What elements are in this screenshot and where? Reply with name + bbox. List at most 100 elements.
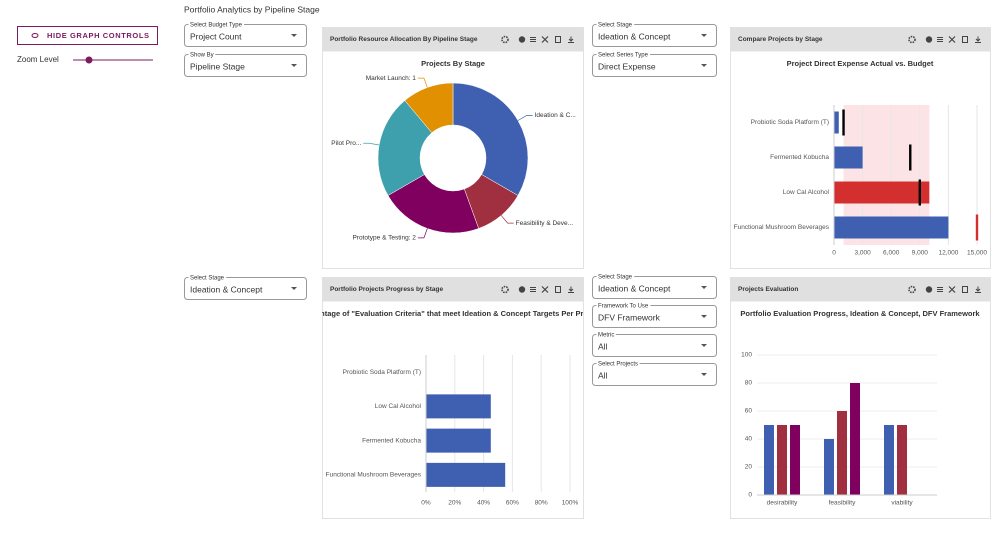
leader-line [517,115,533,121]
select-value: All [598,341,608,351]
label-gap [596,362,640,365]
leader-line [417,228,428,239]
select-value: All [598,370,608,380]
zoom-label: Zoom Level [17,55,59,64]
dropdown-caret [701,373,707,376]
select-label: Framework To Use [598,304,649,310]
help-icon[interactable] [925,286,933,293]
panel-title: Portfolio Projects Progress by Stage [330,286,443,293]
slice-label: Pilot Pro... [331,140,361,147]
select-box[interactable] [592,24,717,47]
panel-header [730,277,991,302]
filter-icon[interactable] [530,287,536,292]
bar [824,439,834,495]
select-box[interactable] [184,24,307,47]
label-gap [596,333,616,336]
select-box[interactable] [184,277,307,300]
y-tick-label: 0 [748,492,752,499]
pie-slice [452,82,529,196]
x-tick-label: 0 [832,250,836,257]
dropdown-caret [701,286,707,289]
label-gap [596,304,651,307]
dropdown-caret [291,287,297,290]
filter-icon[interactable] [937,37,943,42]
pie-slice [404,82,454,134]
expand-icon[interactable] [541,286,549,293]
panel-title: Portfolio Resource Allocation By Pipelin… [330,36,478,43]
expand-icon[interactable] [948,286,956,293]
dropdown-caret [701,64,707,67]
settings-icon[interactable] [908,35,916,44]
select-label: Select Budget Type [190,23,243,29]
y-tick-label: Fermented Kobucha [770,154,829,161]
copy-icon[interactable] [962,286,968,293]
download-icon[interactable] [568,286,574,293]
help-icon[interactable] [518,286,526,293]
chart-title: entage of "Evaluation Criteria" that mee… [316,309,588,318]
select-box[interactable] [592,334,717,357]
settings-icon[interactable] [908,285,916,294]
label-gap [596,275,635,278]
select-label: Select Projects [598,362,638,368]
select-label: Select Stage [598,23,633,29]
settings-icon[interactable] [501,35,509,44]
help-icon[interactable] [518,36,526,43]
filter-icon[interactable] [937,287,943,292]
label-gap [188,53,216,56]
copy-icon[interactable] [555,286,561,293]
copy-icon[interactable] [555,36,561,43]
bar [790,425,800,495]
select-label: Show By [190,53,214,59]
expand-icon[interactable] [541,36,549,43]
bar [426,462,506,487]
bar [834,146,863,169]
download-icon[interactable] [975,286,981,293]
hide-controls-button[interactable] [17,26,158,45]
x-tick-label: 15,000 [967,250,987,257]
y-tick-label: Low Cal Alcohol [375,403,422,410]
y-tick-label: 60 [745,408,753,415]
target-marker [909,144,912,171]
bar [884,425,894,495]
x-tick-label: 9,000 [912,250,929,257]
hide-controls-label: HIDE GRAPH CONTROLS [47,31,150,40]
select-value: Ideation & Concept [598,31,671,41]
y-tick-label: Functional Mushroom Beverages [734,224,830,231]
leader-line [417,77,428,88]
select-value: Pipeline Stage [190,61,245,71]
y-tick-label: Fermented Kobucha [362,437,421,444]
select-box[interactable] [592,54,717,77]
y-tick-label: Functional Mushroom Beverages [326,472,422,479]
panel-header [322,277,584,302]
download-icon[interactable] [975,36,981,43]
leader-line [500,215,514,224]
help-icon[interactable] [925,36,933,43]
y-tick-label: 100 [741,352,752,359]
select-box[interactable] [592,276,717,299]
leader-line [363,142,380,146]
select-box[interactable] [592,305,717,328]
copy-icon[interactable] [962,36,968,43]
select-label: Metric [598,333,614,339]
target-marker [918,179,921,206]
select-value: Project Count [190,31,242,41]
zoom-thumb[interactable] [85,56,93,64]
y-tick-label: 80 [745,380,753,387]
x-tick-label: viability [891,500,913,507]
select-box[interactable] [184,54,307,77]
select-value: Direct Expense [598,61,656,71]
x-tick-label: 100% [562,500,579,507]
slice-label: Prototype & Testing: 2 [352,235,416,242]
select-box[interactable] [592,363,717,386]
download-icon[interactable] [568,36,574,43]
label-gap [596,23,635,26]
select-value: Ideation & Concept [190,284,263,294]
expand-icon[interactable] [948,36,956,43]
filter-icon[interactable] [530,37,536,42]
bar [850,383,860,495]
y-tick-label: 40 [745,436,753,443]
select-label: Select Series Type [598,53,649,59]
bar [837,411,847,495]
select-label: Select Stage [598,275,633,281]
settings-icon[interactable] [501,285,509,294]
